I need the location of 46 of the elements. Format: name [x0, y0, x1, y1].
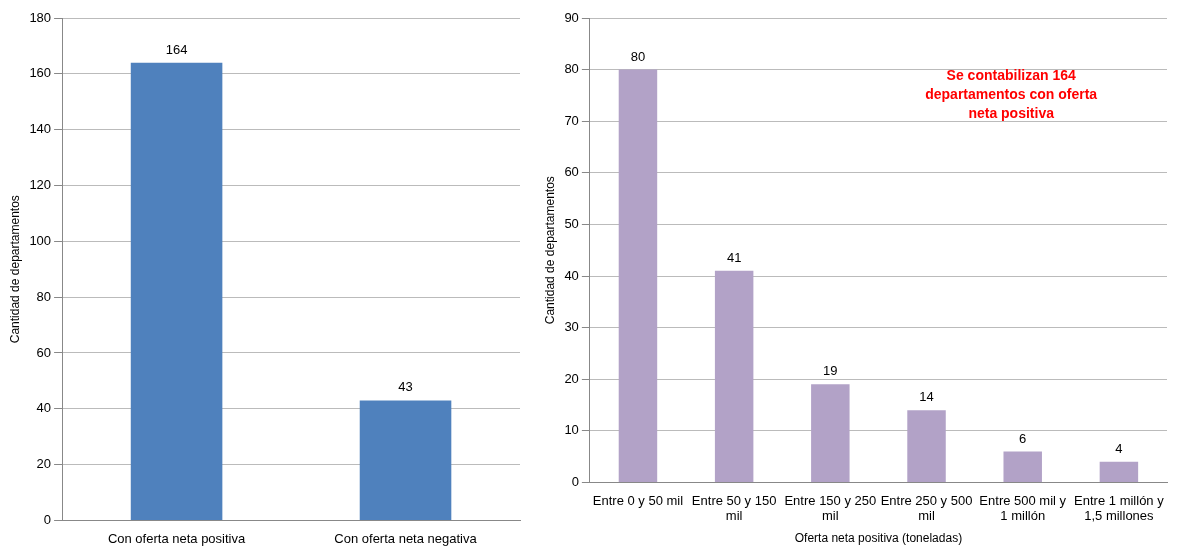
y-tick-label: 60 [36, 344, 52, 360]
y-tick-label: 20 [564, 370, 579, 386]
x-tick-label: Entre 1 millón y 1,5 millones [1074, 492, 1165, 524]
annotation: Se contabilizan 164 departamentos con oferta neta positiva [925, 66, 1098, 121]
y-tick-label: 90 [564, 9, 579, 25]
data-label: 41 [726, 249, 742, 265]
data-label: 6 [1019, 430, 1027, 446]
y-tick-label: 80 [36, 288, 52, 304]
y-tick-label: 80 [564, 61, 579, 77]
data-label: 19 [823, 363, 838, 379]
y-tick-label: 160 [29, 65, 52, 81]
y-tick-label: 180 [29, 9, 52, 25]
y-axis-title: Cantidad de departamentos [542, 176, 557, 325]
x-tick-label: Entre 250 y 500 mil [880, 492, 973, 524]
x-tick-label: Entre 150 y 250 mil [784, 492, 877, 524]
y-tick-label: 0 [571, 473, 579, 489]
x-tick-label: Con oferta neta negativa [334, 530, 478, 546]
y-tick-label: 40 [36, 400, 52, 416]
bar [1003, 451, 1042, 482]
y-tick-label: 120 [29, 177, 52, 193]
y-tick-label: 70 [564, 112, 579, 128]
x-tick-label: Entre 0 y 50 mil [592, 492, 684, 508]
y-tick-label: 20 [36, 456, 52, 472]
y-tick-label: 30 [564, 319, 579, 335]
y-tick-label: 40 [564, 267, 579, 283]
y-tick-label: 0 [43, 511, 52, 527]
x-axis-title: Oferta neta positiva (toneladas) [794, 531, 963, 546]
bar [714, 270, 754, 482]
x-tick-label: Entre 50 y 150 mil [691, 492, 777, 524]
y-tick-label: 100 [29, 232, 52, 248]
bar [907, 410, 946, 482]
bar [618, 69, 658, 482]
data-label: 80 [630, 48, 646, 64]
x-tick-label: Entre 500 mil y 1 millón [979, 492, 1067, 524]
y-tick-label: 10 [564, 422, 579, 438]
y-tick-label: 50 [564, 215, 579, 231]
y-axis-title: Cantidad de departamentos [7, 195, 22, 344]
data-label: 14 [919, 389, 934, 405]
data-label: 4 [1115, 440, 1123, 456]
data-label: 164 [165, 41, 188, 57]
y-tick-label: 60 [564, 164, 579, 180]
bar [1099, 461, 1139, 482]
x-tick-label: Con oferta neta positiva [107, 530, 246, 546]
bar [811, 384, 850, 482]
y-tick-label: 140 [29, 121, 52, 137]
data-label: 43 [398, 379, 413, 395]
